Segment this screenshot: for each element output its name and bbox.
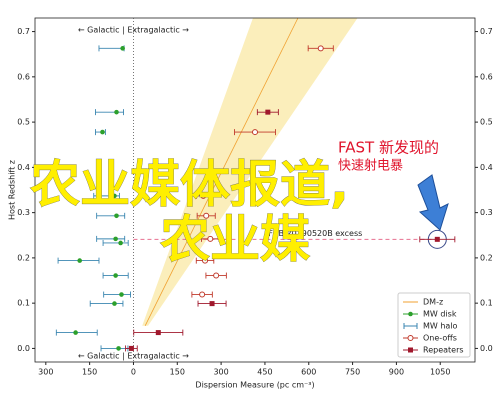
y-tick-label: 0.1: [17, 299, 30, 308]
y-tick-label: 0.0: [17, 344, 30, 353]
x-axis-label: Dispersion Measure (pc cm⁻³): [195, 381, 314, 390]
error-bar: [103, 291, 131, 298]
y2-tick-label: 0.2: [480, 253, 493, 262]
y2-tick-label: 0.5: [480, 118, 493, 127]
legend-label: One-offs: [423, 334, 457, 343]
annotation: ← Galactic | Extragalactic →: [78, 26, 189, 35]
disk-point: [112, 193, 117, 199]
legend-swatch: [408, 311, 413, 317]
legend-swatch: [408, 347, 413, 353]
error-bar: [102, 239, 129, 246]
x-tick-label: 900: [389, 368, 404, 377]
repeater-point: [209, 301, 215, 307]
disk-point: [116, 346, 121, 351]
y2-tick-label: 0.4: [480, 163, 493, 172]
repeater-point: [155, 330, 161, 336]
disk-point: [114, 213, 119, 219]
x-tick-label: 600: [301, 368, 316, 377]
one-off-point: [199, 291, 206, 298]
y2-tick-label: 0.0: [480, 344, 493, 353]
one-off-point: [203, 212, 210, 219]
legend: DM-z MW disk MW halo One-offs Repeaters: [397, 292, 471, 358]
x-tick-label: 300: [38, 368, 53, 377]
error-bar: [98, 45, 125, 52]
y-tick-label: 0.3: [17, 208, 30, 217]
y-axis-label: Host Redshift z: [8, 160, 17, 220]
disk-point: [118, 240, 123, 246]
legend-label: DM-z: [423, 298, 443, 307]
y2-tick-label: 0.7: [480, 27, 493, 36]
repeater-point: [128, 345, 134, 351]
annotation: ← Galactic | Extragalactic →: [78, 352, 189, 361]
y2-tick-label: 0.1: [480, 299, 493, 308]
x-tick-label: 150: [170, 368, 185, 377]
overlay-headline: 农业媒: [160, 211, 311, 269]
x-tick-label: 150: [82, 368, 97, 377]
disk-point: [73, 330, 78, 335]
plot-area: 0.0 0.0 0.1 0.1 0.2 0.2 0.3 0.3 0.4 0.4 0.5 0.5 0.6 0…: [17, 17, 493, 377]
y-tick-label: 0.7: [17, 27, 30, 36]
legend-swatch: [407, 335, 414, 341]
one-off-point: [200, 192, 207, 199]
one-off-point: [202, 257, 209, 264]
legend-box: [397, 292, 471, 358]
overlay: FAST 新发现的 快速射电暴 农业媒体报道, 农业媒: [30, 139, 449, 269]
x-tick-label: 300: [213, 368, 228, 377]
disk-point: [119, 292, 124, 297]
x-tick-label: 0: [131, 368, 136, 377]
error-bar: [96, 235, 126, 242]
dmz-line: [144, 17, 299, 326]
one-off-point: [207, 235, 214, 242]
disk-point: [120, 46, 125, 51]
annotation: FRB 20190520B excess: [268, 229, 362, 238]
disk-point: [77, 258, 83, 263]
repeater-point: [265, 109, 271, 115]
one-off-point: [252, 129, 258, 136]
repeater-point: [434, 236, 440, 242]
one-off-point: [317, 45, 324, 52]
error-bar: [96, 212, 126, 219]
dmz-band: [142, 18, 358, 326]
legend-label: MW halo: [423, 322, 458, 331]
overlay-arrow: [417, 174, 449, 231]
overlay-headline: 农业媒体报道,: [30, 156, 349, 214]
y-tick-label: 0.5: [17, 118, 30, 127]
y-tick-label: 0.2: [17, 253, 30, 262]
x-tick-label: 1050: [430, 368, 450, 377]
y-tick-label: 0.4: [17, 163, 30, 172]
error-bar: [89, 300, 124, 307]
y2-tick-label: 0.6: [480, 72, 493, 81]
error-bar: [95, 109, 124, 116]
disk-point: [112, 301, 117, 306]
legend-label: MW disk: [423, 310, 457, 319]
disk-point: [114, 109, 119, 115]
y-tick-label: 0.6: [17, 72, 30, 81]
disk-point: [100, 129, 105, 135]
overlay-red-text: 快速射电暴: [338, 158, 403, 174]
plot-frame: [34, 17, 476, 363]
legend-label: Repeaters: [423, 346, 464, 355]
x-tick-label: 450: [257, 368, 272, 377]
disk-point: [113, 273, 118, 278]
x-tick-label: 750: [345, 368, 360, 377]
y2-tick-label: 0.3: [480, 208, 493, 217]
disk-point: [113, 236, 118, 242]
one-off-point: [213, 272, 220, 279]
overlay-red-text: FAST 新发现的: [338, 139, 439, 157]
